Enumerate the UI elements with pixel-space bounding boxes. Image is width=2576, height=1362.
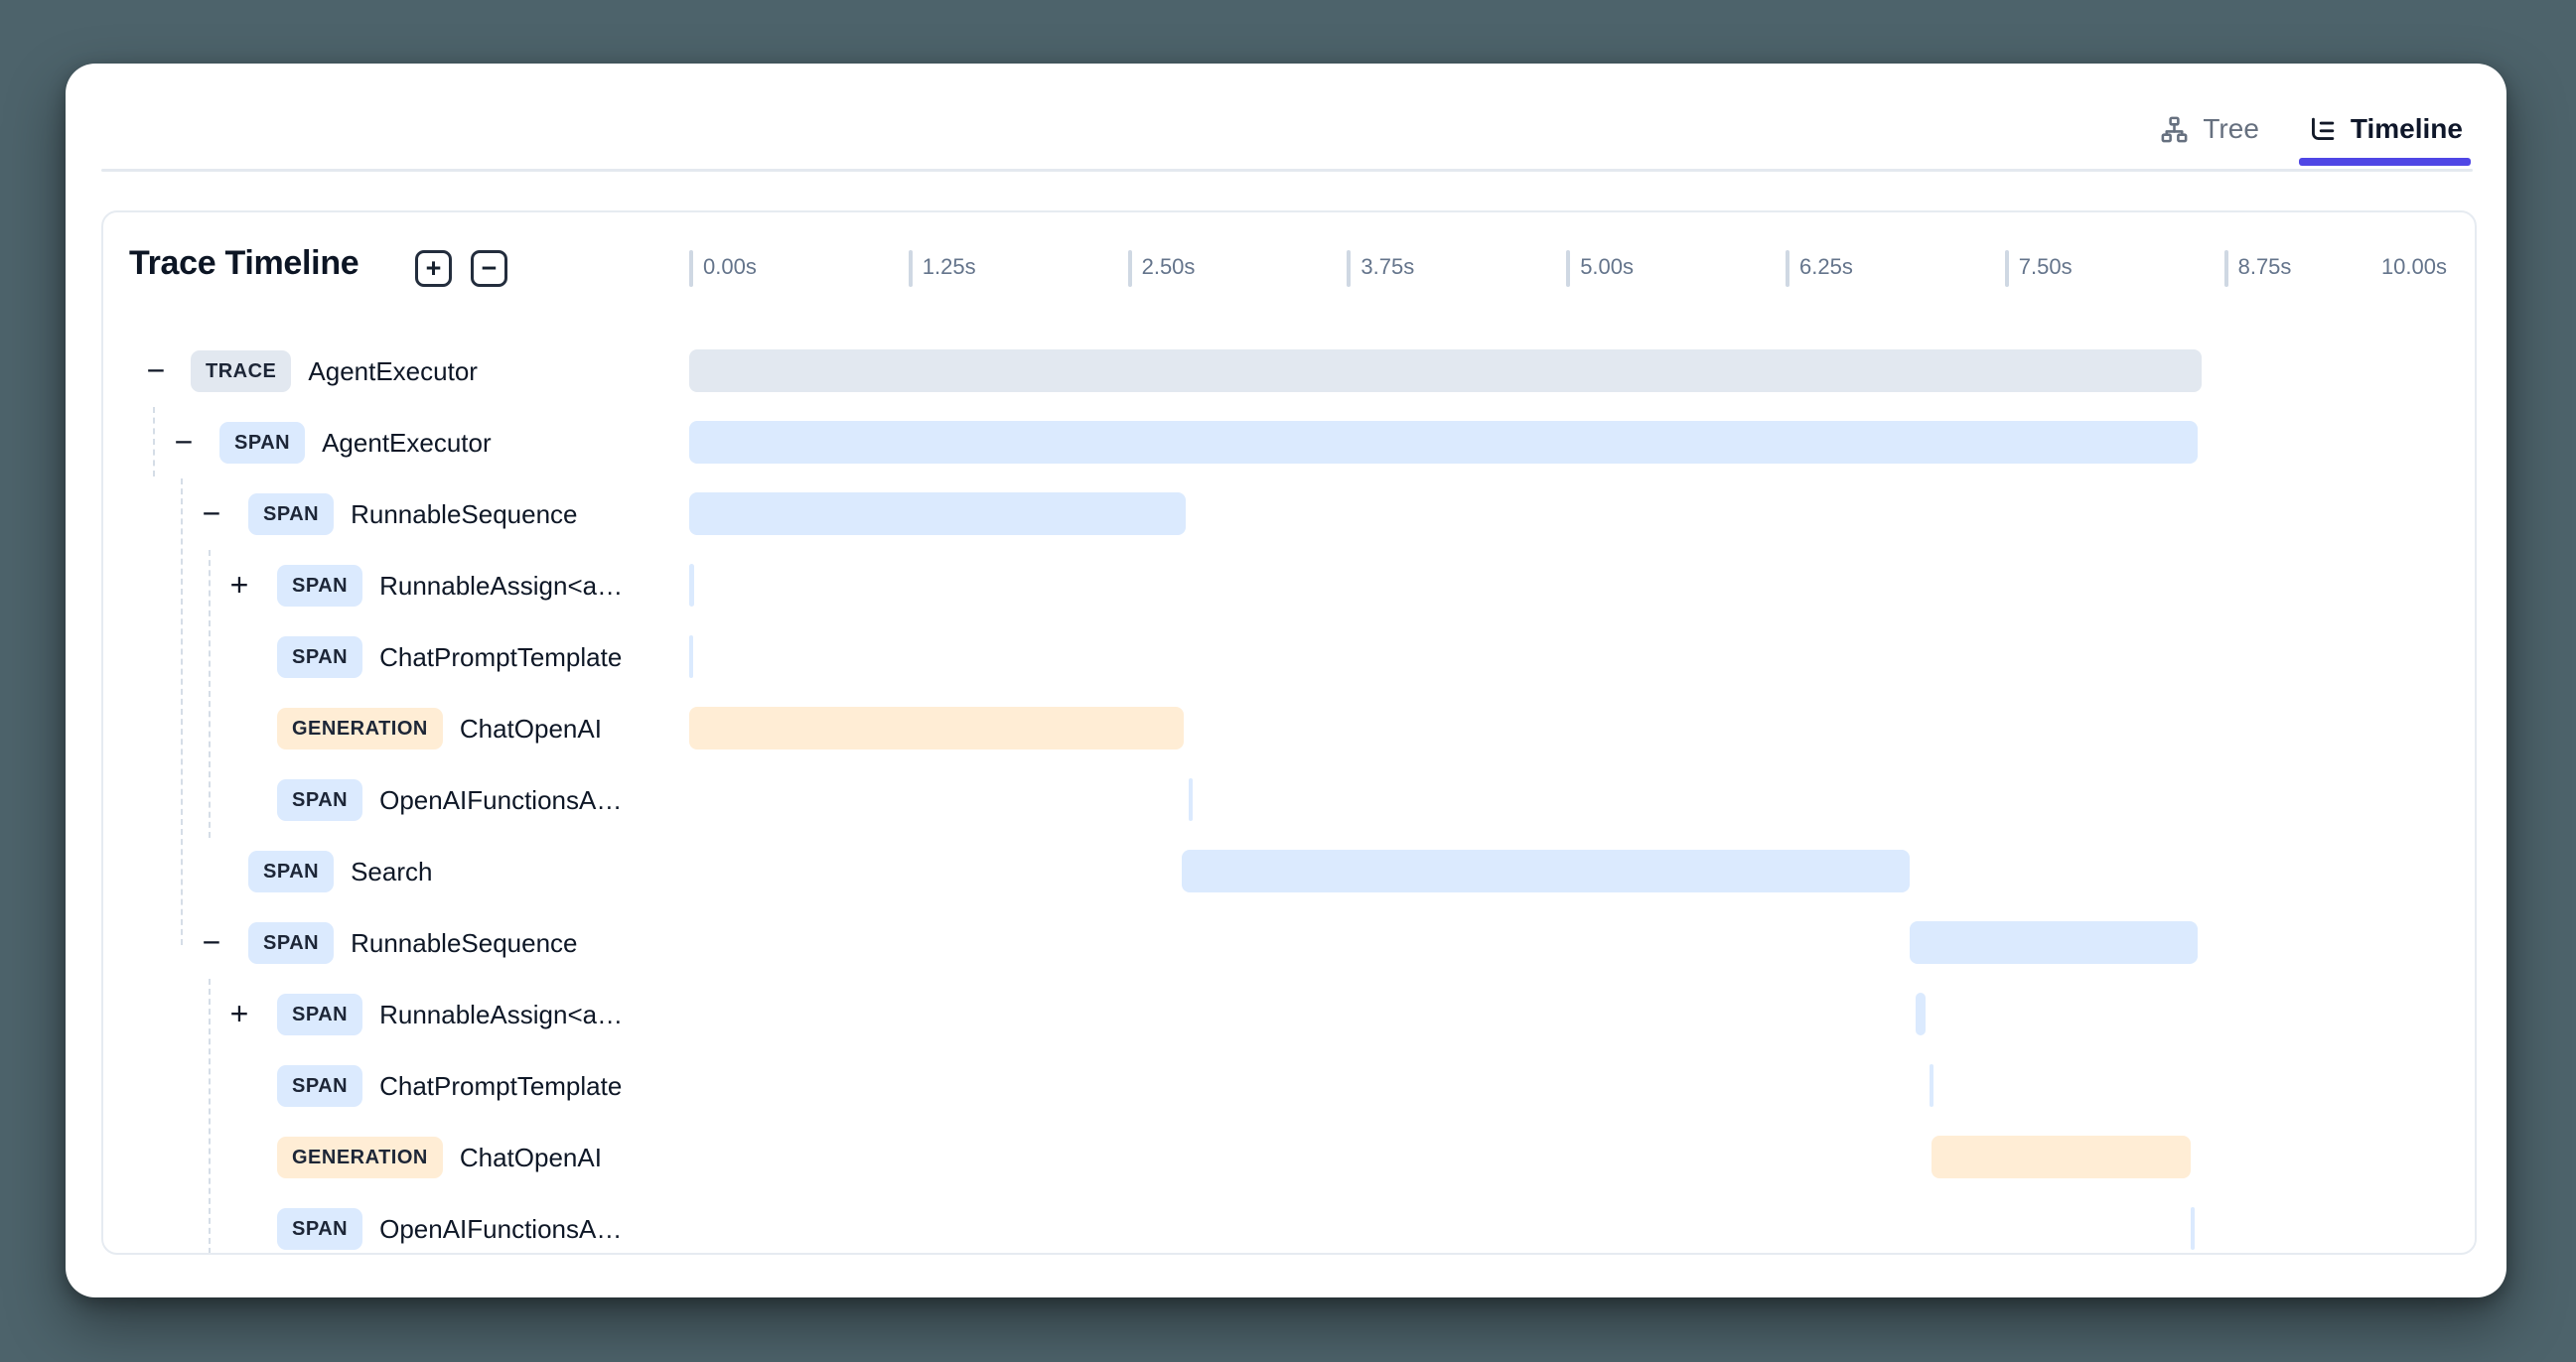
trace-row: SPAN ChatPromptTemplate [103, 621, 2475, 693]
axis-tick [2223, 250, 2228, 287]
trace-viewer-card: Tree Timeline Trace Timeline + − [66, 64, 2506, 1297]
row-label[interactable]: AgentExecutor [308, 355, 478, 386]
timeline-bar[interactable] [1189, 778, 1194, 821]
row-type-badge: SPAN [277, 1208, 363, 1250]
tab-timeline[interactable]: Timeline [2298, 107, 2472, 166]
row-label[interactable]: AgentExecutor [322, 427, 492, 458]
axis-tick [1786, 250, 1789, 287]
expand-row-toggle[interactable]: + [229, 567, 249, 603]
collapse-row-toggle[interactable]: − [146, 352, 166, 388]
tree-guide-line [209, 979, 211, 1253]
tree-guide-line [153, 407, 155, 477]
tab-tree[interactable]: Tree [2159, 107, 2259, 151]
row-label[interactable]: ChatPromptTemplate [379, 1070, 623, 1101]
axis-end-label: 10.00s [2380, 254, 2447, 279]
tree-guide-line [181, 478, 183, 945]
timeline-bar[interactable] [1910, 921, 2199, 964]
tree-guide-line [209, 550, 211, 838]
collapse-row-toggle[interactable]: − [202, 495, 221, 531]
row-label[interactable]: RunnableSequence [351, 498, 578, 529]
collapse-all-button[interactable]: − [471, 250, 507, 287]
trace-row: SPAN ChatPromptTemplate [103, 1050, 2475, 1122]
row-label[interactable]: ChatOpenAI [459, 713, 602, 744]
row-type-badge: SPAN [248, 922, 335, 964]
timeline-bar[interactable] [689, 421, 2199, 464]
row-label[interactable]: ChatOpenAI [459, 1142, 602, 1172]
timeline-bar[interactable] [689, 564, 695, 607]
timeline-bar[interactable] [2191, 1207, 2196, 1250]
row-type-badge: SPAN [277, 636, 363, 678]
axis-tick [1347, 250, 1352, 287]
axis-tick [1127, 250, 1132, 287]
row-type-badge: SPAN [248, 851, 335, 892]
row-type-badge: TRACE [191, 350, 292, 392]
row-label[interactable]: Search [351, 856, 433, 886]
panel-title: Trace Timeline [129, 244, 359, 282]
axis-tick-label: 1.25s [922, 254, 976, 279]
row-type-badge: SPAN [277, 994, 363, 1035]
timeline-bar[interactable] [689, 492, 1186, 535]
view-tabs: Tree Timeline [2159, 107, 2472, 166]
plus-square-icon: + [425, 253, 442, 283]
timeline-bar[interactable] [689, 707, 1185, 749]
axis-tick-label: 0.00s [703, 254, 757, 279]
timeline-bar[interactable] [1931, 1136, 2192, 1178]
timeline-bar[interactable] [1182, 850, 1911, 892]
trace-row: GENERATION ChatOpenAI [103, 1122, 2475, 1193]
row-label[interactable]: ChatPromptTemplate [379, 641, 623, 672]
timeline-bar[interactable] [689, 349, 2202, 392]
axis-tick [908, 250, 913, 287]
row-label[interactable]: RunnableAssign<a… [379, 570, 624, 601]
timeline-bar[interactable] [1929, 1064, 1933, 1107]
expand-row-toggle[interactable]: + [229, 996, 249, 1031]
tab-tree-label: Tree [2203, 113, 2259, 144]
row-type-badge: GENERATION [277, 1137, 443, 1178]
row-type-badge: SPAN [277, 565, 363, 607]
header-divider [101, 169, 2473, 172]
row-label[interactable]: RunnableAssign<a… [379, 999, 624, 1029]
collapse-row-toggle[interactable]: − [202, 924, 221, 960]
timeline-bar[interactable] [1915, 993, 1927, 1035]
trace-row: − TRACE AgentExecutor [103, 336, 2475, 407]
axis-tick [1566, 250, 1571, 287]
trace-row: − SPAN RunnableSequence [103, 478, 2475, 550]
row-type-badge: SPAN [248, 493, 335, 535]
tree-icon [2159, 114, 2190, 145]
row-type-badge: GENERATION [277, 708, 443, 749]
trace-row: + SPAN RunnableAssign<a… [103, 550, 2475, 621]
row-label[interactable]: RunnableSequence [351, 927, 578, 958]
row-type-badge: SPAN [277, 779, 363, 821]
minus-square-icon: − [481, 253, 498, 283]
expand-all-button[interactable]: + [415, 250, 452, 287]
trace-row: SPAN OpenAIFunctionsA… [103, 764, 2475, 836]
axis-tick-label: 8.75s [2237, 254, 2292, 279]
axis-tick-label: 2.50s [1141, 254, 1196, 279]
tab-timeline-label: Timeline [2350, 113, 2463, 144]
axis-tick-label: 6.25s [1799, 254, 1853, 279]
trace-timeline-panel: Trace Timeline + − 0.00s 1.25s 2.50s 3.75s 5… [101, 210, 2477, 1255]
trace-row: + SPAN RunnableAssign<a… [103, 979, 2475, 1050]
row-type-badge: SPAN [277, 1065, 363, 1107]
axis-tick-label: 7.50s [2018, 254, 2073, 279]
row-label[interactable]: OpenAIFunctionsA… [379, 1213, 623, 1244]
axis-tick [689, 250, 693, 287]
axis-tick-label: 5.00s [1580, 254, 1635, 279]
collapse-row-toggle[interactable]: − [174, 424, 194, 460]
trace-row: − SPAN AgentExecutor [103, 407, 2475, 478]
trace-row: GENERATION ChatOpenAI [103, 693, 2475, 764]
trace-row: SPAN Search [103, 836, 2475, 907]
timeline-bar[interactable] [689, 635, 693, 678]
row-label[interactable]: OpenAIFunctionsA… [379, 784, 623, 815]
axis-tick [2004, 250, 2009, 287]
trace-row: SPAN OpenAIFunctionsA… [103, 1193, 2475, 1253]
axis-tick-label: 3.75s [1360, 254, 1415, 279]
row-type-badge: SPAN [219, 422, 306, 464]
timeline-icon [2307, 114, 2338, 145]
trace-row: − SPAN RunnableSequence [103, 907, 2475, 979]
